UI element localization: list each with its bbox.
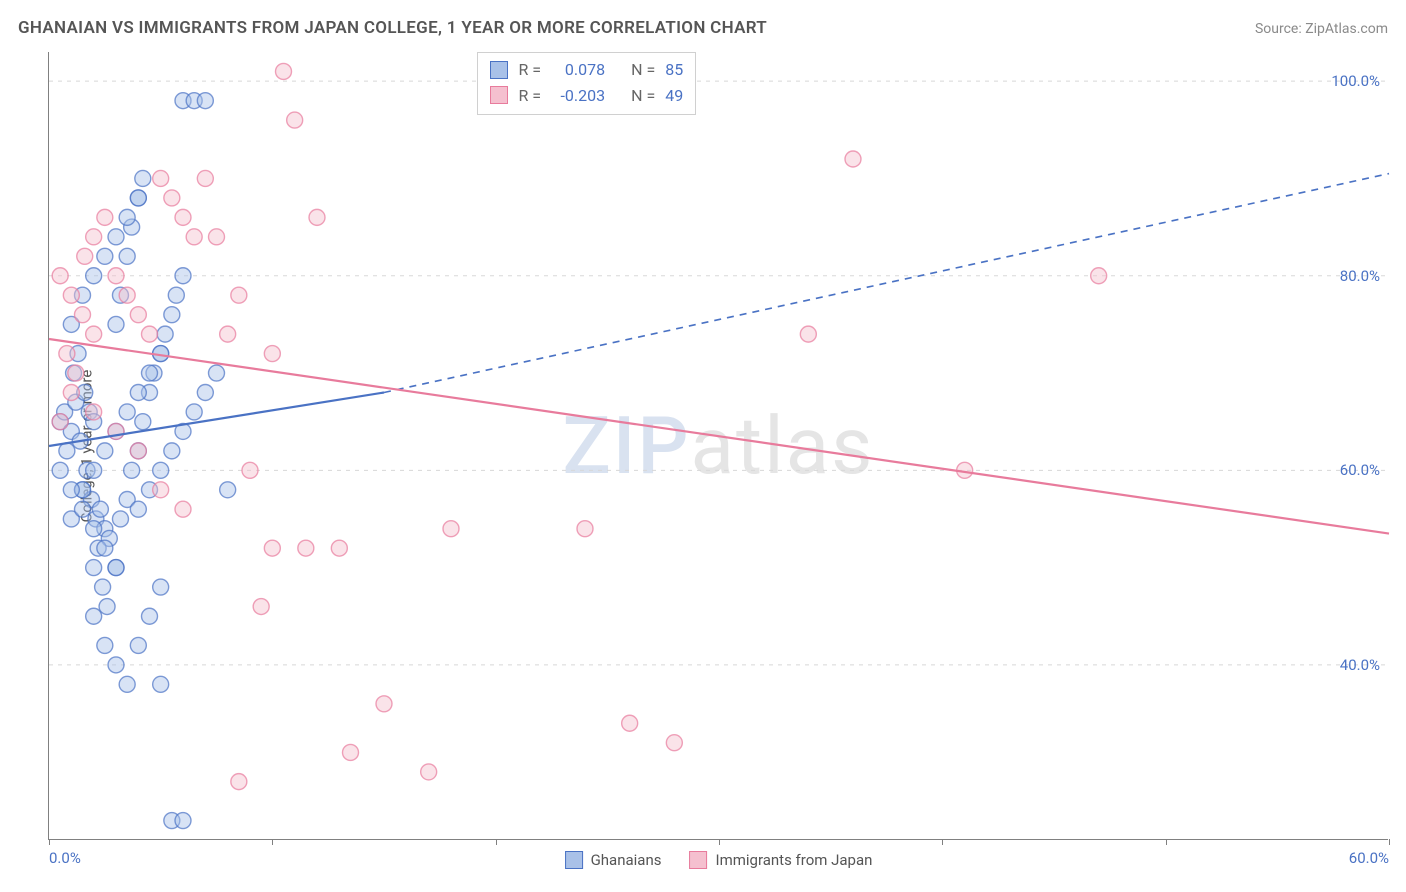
plot-area: ZIPatlas R =0.078N =85R =-0.203N =49 Gha…: [48, 52, 1388, 840]
r-label: R =: [518, 83, 541, 109]
r-label: R =: [518, 57, 541, 83]
y-tick-label: 100.0%: [1331, 72, 1380, 90]
legend-swatch-ghanaians: [565, 851, 583, 869]
n-value-japan: 49: [665, 83, 683, 109]
series-legend: Ghanaians Immigrants from Japan: [565, 851, 873, 869]
legend-item-japan: Immigrants from Japan: [689, 851, 872, 869]
regression-lines-layer: [49, 52, 1388, 839]
x-tick: [942, 839, 943, 845]
x-tick: [272, 839, 273, 845]
legend-label-ghanaians: Ghanaians: [591, 851, 662, 869]
r-value-ghanaians: 0.078: [551, 57, 605, 83]
y-tick-label: 80.0%: [1340, 267, 1380, 285]
y-tick-label: 40.0%: [1340, 656, 1380, 674]
x-tick: [719, 839, 720, 845]
x-tick: [49, 839, 50, 845]
source-label: Source: ZipAtlas.com: [1255, 21, 1388, 37]
regression-line-japan: [49, 339, 1389, 534]
r-value-japan: -0.203: [551, 83, 605, 109]
legend-item-ghanaians: Ghanaians: [565, 851, 662, 869]
y-tick-label: 60.0%: [1340, 461, 1380, 479]
regression-line-dashed-ghanaians: [384, 174, 1389, 393]
x-tick-label: 60.0%: [1349, 849, 1389, 867]
n-label: N =: [631, 57, 655, 83]
legend-label-japan: Immigrants from Japan: [715, 851, 872, 869]
x-tick: [1166, 839, 1167, 845]
chart-title: GHANAIAN VS IMMIGRANTS FROM JAPAN COLLEG…: [18, 18, 767, 38]
legend-swatch-japan: [689, 851, 707, 869]
n-value-ghanaians: 85: [665, 57, 683, 83]
x-tick-label: 0.0%: [49, 849, 81, 867]
swatch-ghanaians: [490, 61, 508, 79]
x-tick: [496, 839, 497, 845]
stats-row-japan: R = -0.203 N = 49: [490, 83, 683, 109]
n-label: N =: [631, 83, 655, 109]
swatch-japan: [490, 86, 508, 104]
regression-line-ghanaians: [49, 392, 384, 446]
stats-row-ghanaians: R = 0.078 N = 85: [490, 57, 683, 83]
x-tick: [1389, 839, 1390, 845]
stats-legend-box: R = 0.078 N = 85 R = -0.203 N = 49: [477, 52, 696, 115]
